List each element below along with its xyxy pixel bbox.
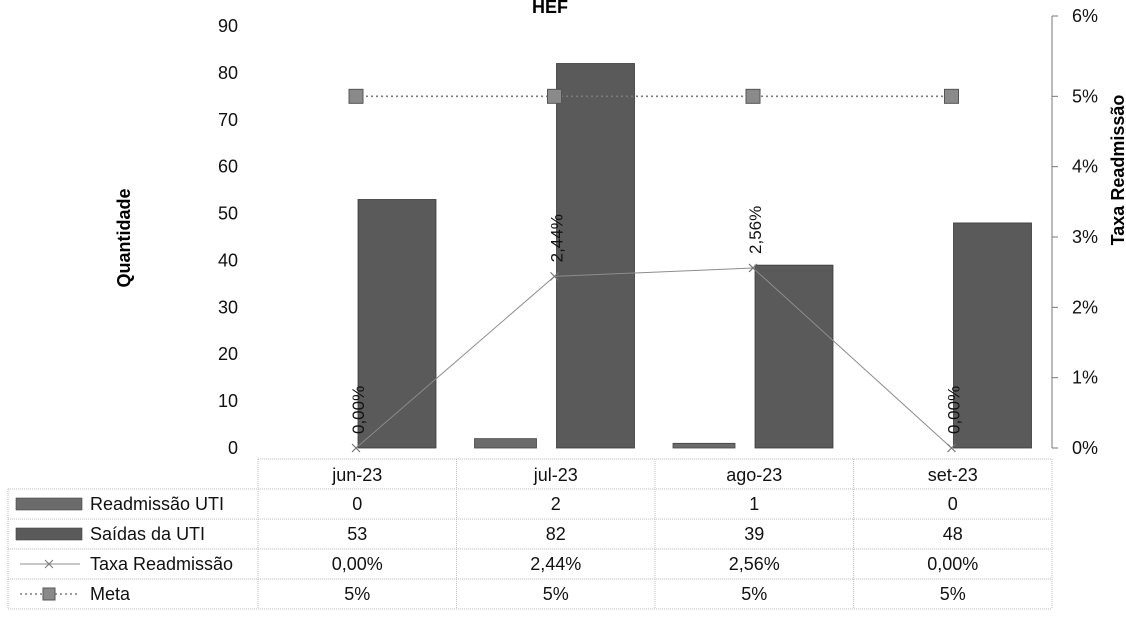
y2-tick-label: 6% — [1072, 6, 1098, 26]
category-label: jun-23 — [331, 465, 382, 485]
legend-key-marker — [44, 559, 54, 569]
legend-label: Taxa Readmissão — [90, 554, 233, 574]
category-label: set-23 — [928, 465, 978, 485]
taxa-marker — [748, 263, 758, 273]
legend-label: Readmissão UTI — [90, 494, 224, 514]
legend-label: Meta — [90, 584, 131, 604]
meta-marker — [944, 88, 959, 104]
table-cell: 53 — [347, 524, 367, 544]
y-axis-title: Quantidade — [114, 188, 134, 287]
y-tick-label: 30 — [218, 297, 238, 317]
table-cell: 0 — [948, 494, 958, 514]
data-table: jun-23 jul-23 ago-23 set-23 Readmissão UTI 0 2… — [7, 458, 1053, 610]
y-tick-label: 80 — [218, 63, 238, 83]
table-cell: 1 — [749, 494, 759, 514]
y-tick-label: 90 — [218, 16, 238, 36]
bar-saidas-uti — [357, 199, 437, 449]
y-tick-label: 20 — [218, 344, 238, 364]
table-cell: 39 — [744, 524, 764, 544]
chart-title: HEF — [532, 0, 568, 17]
y-tick-label: 60 — [218, 157, 238, 177]
taxa-marker — [351, 443, 361, 453]
y-tick-label: 50 — [218, 204, 238, 224]
table-cell: 2,56% — [729, 554, 780, 574]
meta-marker — [745, 88, 761, 104]
taxa-marker — [550, 271, 559, 281]
taxa-readmissao-line — [355, 267, 952, 449]
bar-saidas-uti — [754, 264, 834, 449]
y2-tick-label: 4% — [1072, 157, 1098, 177]
table-cell: 5% — [543, 584, 569, 604]
legend-key — [15, 527, 83, 541]
y2-tick-label: 1% — [1072, 368, 1098, 388]
taxa-data-label: 0,00% — [945, 386, 964, 434]
y-tick-label: 40 — [218, 250, 238, 270]
meta-marker — [547, 88, 562, 104]
legend-key-marker — [42, 587, 56, 601]
plot-area: 0 10 20 30 40 50 60 70 80 90 0% 1% 2% 3% 4% 5% 6% 0,00% 2,… — [218, 6, 1098, 458]
table-cell: 5% — [741, 584, 767, 604]
bar-readmissao-uti — [672, 442, 736, 449]
category-label: jul-23 — [533, 465, 578, 485]
meta-marker — [348, 88, 364, 104]
legend-key — [15, 497, 83, 511]
bar-saidas-uti — [556, 63, 635, 449]
category-label: ago-23 — [726, 465, 782, 485]
y2-tick-label: 2% — [1072, 297, 1098, 317]
table-cell: 82 — [546, 524, 566, 544]
table-cell: 0,00% — [332, 554, 383, 574]
bar-saidas-uti — [953, 222, 1032, 449]
bar-readmissao-uti — [474, 438, 537, 449]
table-cell: 2 — [551, 494, 561, 514]
table-cell: 48 — [943, 524, 963, 544]
taxa-marker — [947, 443, 956, 453]
y2-axis-title: Taxa Readmissão — [1108, 95, 1126, 246]
y-tick-label: 10 — [218, 391, 238, 411]
table-cell: 0 — [352, 494, 362, 514]
y2-tick-label: 3% — [1072, 227, 1098, 247]
taxa-data-label: 2,44% — [548, 214, 567, 262]
taxa-data-label: 0,00% — [349, 386, 368, 434]
table-cell: 2,44% — [530, 554, 581, 574]
legend-label: Saídas da UTI — [90, 524, 205, 544]
taxa-data-label: 2,56% — [746, 206, 765, 254]
y-tick-label: 0 — [228, 438, 238, 458]
y2-tick-label: 5% — [1072, 86, 1098, 106]
table-cell: 5% — [940, 584, 966, 604]
table-cell: 0,00% — [927, 554, 978, 574]
table-cell: 5% — [344, 584, 370, 604]
y2-tick-label: 0% — [1072, 438, 1098, 458]
y-tick-label: 70 — [218, 110, 238, 130]
